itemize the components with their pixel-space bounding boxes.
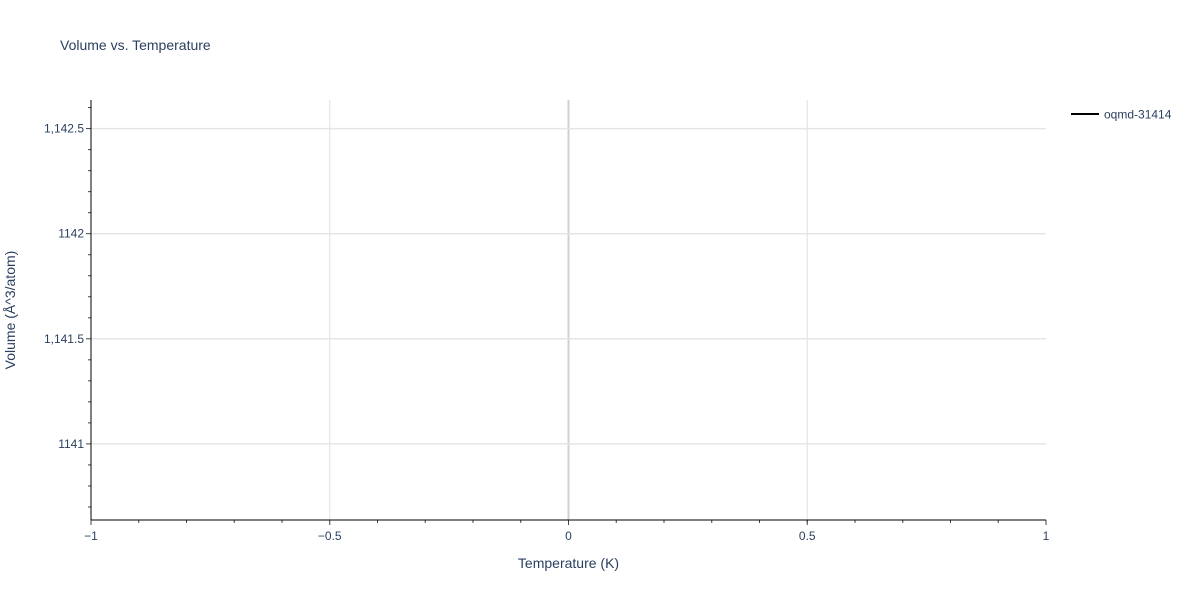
x-tick-label: 1 <box>1043 529 1050 543</box>
y-tick-label: 1142 <box>58 227 84 241</box>
y-tick-label: 1,142.5 <box>44 122 84 136</box>
y-tick-label: 1141 <box>58 437 84 451</box>
x-tick-label: −1 <box>84 529 98 543</box>
y-tick-label: 1,141.5 <box>44 332 84 346</box>
grid <box>91 100 1046 520</box>
legend[interactable]: oqmd-31414 <box>1071 108 1172 122</box>
x-tick-label: 0.5 <box>799 529 816 543</box>
chart-title: Volume vs. Temperature <box>60 37 211 53</box>
axes: −1 −0.5 0 0.5 1 1141 1,141.5 1142 1,142.5 <box>44 100 1050 543</box>
x-tick-label: −0.5 <box>318 529 342 543</box>
x-axis-label: Temperature (K) <box>518 555 619 571</box>
y-axis-label: Volume (Å^3/atom) <box>2 251 18 370</box>
x-tick-label: 0 <box>565 529 572 543</box>
legend-label[interactable]: oqmd-31414 <box>1104 108 1172 122</box>
